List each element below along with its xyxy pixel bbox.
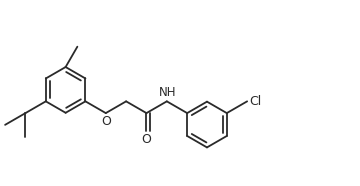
Text: Cl: Cl — [249, 95, 261, 108]
Text: NH: NH — [159, 86, 176, 99]
Text: O: O — [141, 133, 152, 146]
Text: O: O — [102, 115, 111, 128]
